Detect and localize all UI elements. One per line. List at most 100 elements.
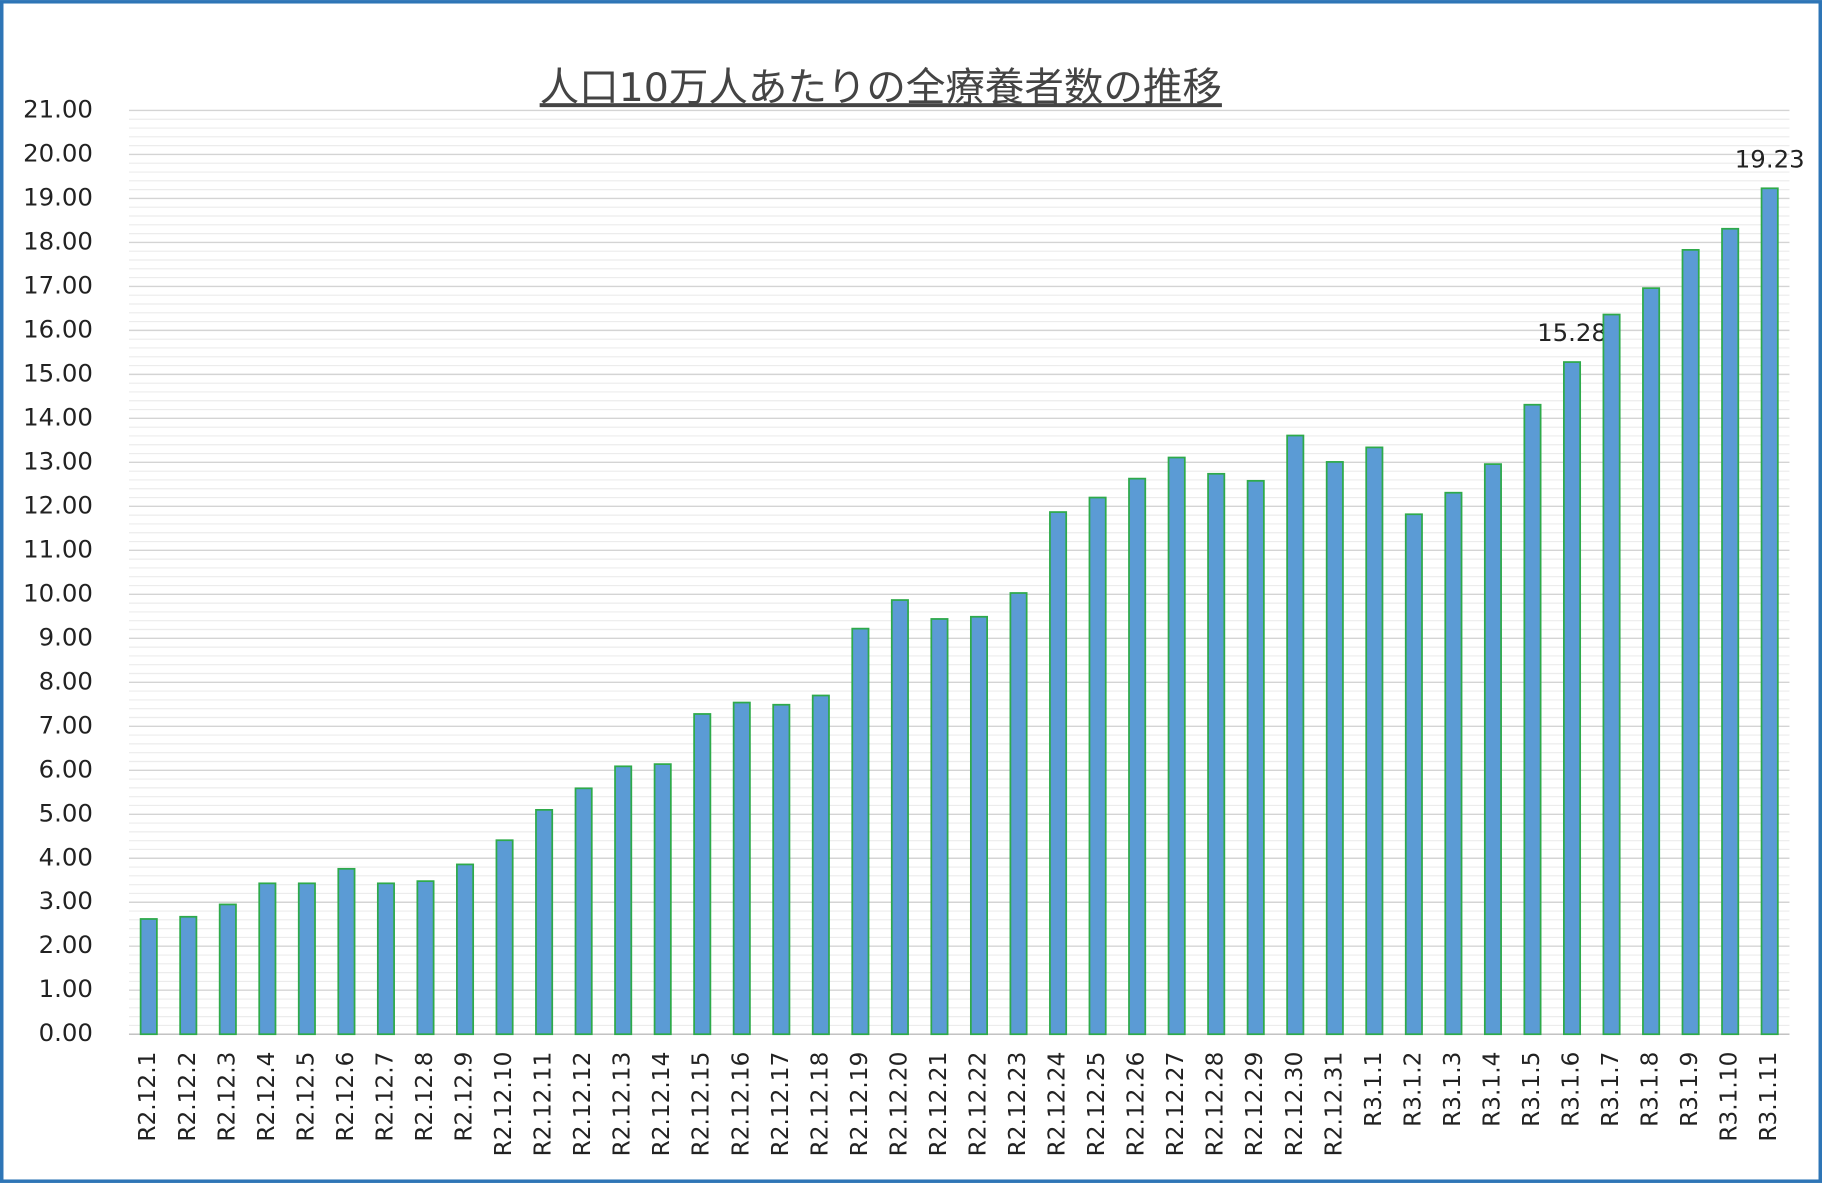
x-tick-label: R3.1.10	[1716, 1052, 1743, 1142]
x-tick-label: R2.12.8	[411, 1052, 438, 1142]
bar	[1642, 287, 1661, 1036]
y-tick-label: 21.00	[23, 94, 93, 123]
y-tick-label: 8.00	[39, 666, 93, 695]
y-tick-label: 2.00	[39, 930, 93, 959]
chart-title: 人口10万人あたりの全療養者数の推移	[540, 65, 1222, 111]
bar	[1246, 479, 1265, 1036]
x-tick-label: R2.12.12	[569, 1052, 596, 1157]
bar	[1602, 313, 1621, 1036]
y-tick-label: 3.00	[39, 886, 93, 915]
y-tick-label: 12.00	[23, 490, 93, 519]
bar	[1207, 472, 1226, 1036]
bar	[1563, 361, 1582, 1036]
x-tick-label: R2.12.2	[174, 1052, 201, 1142]
x-tick-label: R2.12.10	[490, 1052, 517, 1157]
x-tick-label: R2.12.17	[767, 1052, 794, 1157]
x-tick-label: R2.12.26	[1123, 1052, 1150, 1157]
x-tick-label: R2.12.11	[530, 1052, 557, 1157]
x-tick-label: R2.12.18	[806, 1052, 833, 1157]
x-tick-label: R3.1.9	[1676, 1052, 1703, 1127]
x-tick-label: R3.1.4	[1478, 1052, 1505, 1127]
x-tick-label: R2.12.15	[688, 1052, 715, 1157]
bar	[1721, 227, 1740, 1036]
x-tick-label: R2.12.3	[213, 1052, 240, 1142]
bar	[218, 903, 237, 1036]
bar	[337, 867, 356, 1036]
x-tick-label: R2.12.20	[885, 1052, 912, 1157]
bar	[1286, 434, 1305, 1036]
bar	[456, 863, 475, 1036]
x-tick-label: R2.12.25	[1083, 1052, 1110, 1157]
bar	[693, 713, 712, 1036]
bar	[297, 882, 316, 1036]
x-tick-label: R3.1.1	[1360, 1052, 1387, 1127]
bar	[1523, 403, 1542, 1036]
y-tick-label: 10.00	[23, 578, 93, 607]
data-label: 19.23	[1735, 144, 1805, 173]
x-tick-label: R2.12.19	[846, 1052, 873, 1157]
bar	[1760, 187, 1779, 1036]
y-tick-label: 11.00	[23, 534, 93, 563]
bar	[653, 763, 672, 1036]
bar	[890, 599, 909, 1036]
y-tick-label: 19.00	[23, 182, 93, 211]
y-tick-label: 17.00	[23, 270, 93, 299]
bar	[732, 701, 751, 1036]
x-tick-label: R2.12.16	[727, 1052, 754, 1157]
y-tick-label: 15.00	[23, 358, 93, 387]
bar	[1483, 463, 1502, 1036]
bar	[258, 882, 277, 1036]
x-tick-label: R2.12.1	[134, 1052, 161, 1142]
bar	[1444, 491, 1463, 1036]
x-tick-label: R2.12.22	[964, 1052, 991, 1157]
bar	[1088, 496, 1107, 1036]
x-tick-label: R2.12.6	[332, 1052, 359, 1142]
x-tick-label: R2.12.27	[1162, 1052, 1189, 1157]
x-tick-label: R2.12.9	[451, 1052, 478, 1142]
bar	[1167, 456, 1186, 1036]
y-tick-label: 14.00	[23, 402, 93, 431]
x-tick-label: R2.12.14	[648, 1052, 675, 1157]
x-tick-label: R2.12.31	[1320, 1052, 1347, 1157]
bar	[179, 915, 198, 1036]
x-tick-label: R2.12.21	[925, 1052, 952, 1157]
bar	[1681, 249, 1700, 1036]
bar	[1009, 592, 1028, 1036]
bar	[811, 694, 830, 1036]
y-tick-label: 5.00	[39, 798, 93, 827]
x-tick-label: R3.1.5	[1518, 1052, 1545, 1127]
y-tick-label: 20.00	[23, 138, 93, 167]
y-tick-label: 0.00	[39, 1018, 93, 1047]
bar	[930, 618, 949, 1036]
x-tick-label: R2.12.28	[1202, 1052, 1229, 1157]
bar	[772, 703, 791, 1036]
y-tick-label: 7.00	[39, 710, 93, 739]
y-tick-label: 13.00	[23, 446, 93, 475]
x-tick-label: R2.12.5	[292, 1052, 319, 1142]
bar	[139, 918, 158, 1036]
bar	[535, 808, 554, 1036]
bar	[416, 880, 435, 1036]
bar	[614, 765, 633, 1036]
data-label: 15.28	[1537, 318, 1607, 347]
bar	[1365, 446, 1384, 1036]
y-tick-label: 18.00	[23, 226, 93, 255]
y-tick-label: 9.00	[39, 622, 93, 651]
bar	[1128, 477, 1147, 1036]
bar	[1049, 511, 1068, 1036]
x-tick-label: R3.1.7	[1597, 1052, 1624, 1127]
x-tick-label: R3.1.2	[1399, 1052, 1426, 1127]
bar	[1325, 461, 1344, 1036]
bar	[969, 615, 988, 1036]
x-tick-label: R2.12.13	[609, 1052, 636, 1157]
x-tick-label: R2.12.30	[1281, 1052, 1308, 1157]
x-tick-label: R3.1.6	[1558, 1052, 1585, 1127]
bar	[376, 882, 395, 1036]
x-tick-label: R2.12.7	[371, 1052, 398, 1142]
x-tick-label: R3.1.3	[1439, 1052, 1466, 1127]
x-tick-label: R2.12.24	[1044, 1052, 1071, 1157]
x-tick-label: R2.12.4	[253, 1052, 280, 1142]
x-tick-label: R3.1.11	[1755, 1052, 1782, 1142]
x-tick-label: R3.1.8	[1637, 1052, 1664, 1127]
